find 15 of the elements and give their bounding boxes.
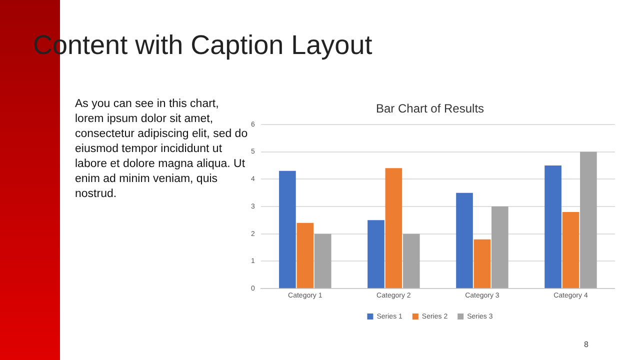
bar: [562, 212, 580, 288]
bar: [296, 222, 314, 288]
chart-title: Bar Chart of Results: [376, 102, 484, 116]
bar: [314, 234, 332, 288]
text: As you can see in this chart, lorem ipsum dolor sit amet, consectetur adipiscing elit, sed do eiusmod tempor incididunt ut labore et dolore magna aliqua. Ut enim ad minim veniam, quis nostrud.: [75, 97, 249, 202]
bar: [402, 234, 420, 288]
bar: [385, 168, 402, 288]
bar: [456, 192, 473, 288]
bar: [279, 170, 296, 288]
text: 8: [584, 340, 588, 349]
bar: [368, 220, 384, 288]
bar: [580, 152, 597, 288]
bar: [474, 239, 491, 288]
bar: [492, 206, 508, 288]
bar: [544, 165, 562, 288]
